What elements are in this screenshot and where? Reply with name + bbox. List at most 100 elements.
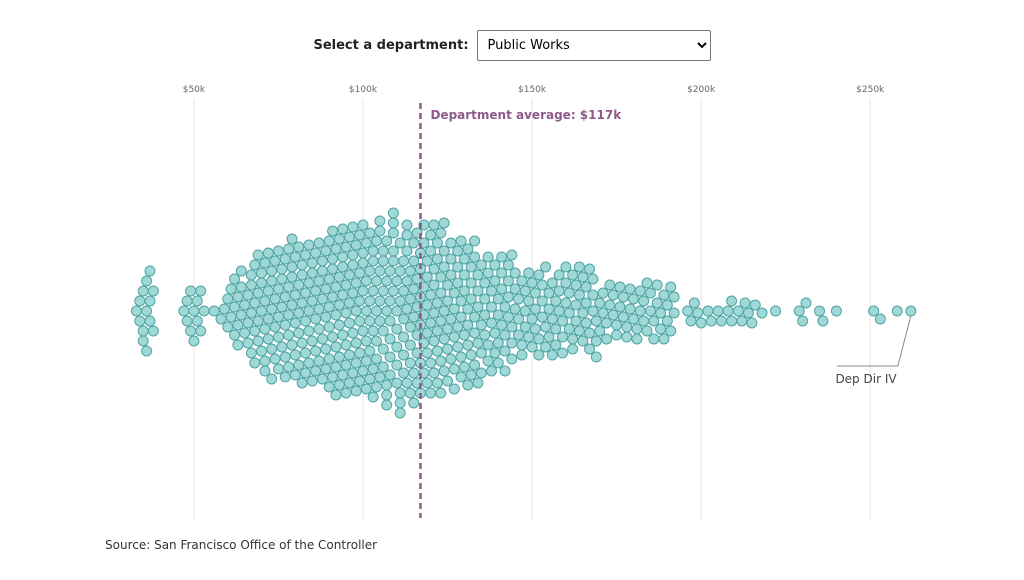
data-point — [249, 297, 261, 309]
data-point — [371, 381, 383, 393]
data-point — [404, 357, 416, 369]
data-point — [367, 255, 379, 267]
data-point — [628, 293, 640, 305]
data-point — [394, 407, 406, 419]
data-point — [641, 277, 653, 289]
data-point — [354, 229, 366, 241]
data-point — [732, 305, 744, 317]
data-point — [198, 305, 210, 317]
data-point — [310, 247, 322, 259]
data-point — [658, 333, 670, 345]
data-point — [242, 317, 254, 329]
data-point — [394, 397, 406, 409]
data-point — [584, 263, 596, 275]
data-point — [222, 321, 234, 333]
data-point — [435, 315, 447, 327]
data-point — [313, 303, 325, 315]
data-point — [357, 257, 369, 269]
data-point — [580, 317, 592, 329]
data-point — [496, 251, 508, 263]
data-point — [557, 331, 569, 343]
data-point — [330, 341, 342, 353]
data-point — [533, 269, 545, 281]
data-point — [296, 269, 308, 281]
data-point — [343, 297, 355, 309]
data-point — [404, 339, 416, 351]
data-point — [262, 285, 274, 297]
data-point — [607, 309, 619, 321]
data-point — [431, 345, 443, 357]
data-point — [445, 269, 457, 281]
data-point — [262, 333, 274, 345]
data-point — [330, 309, 342, 321]
data-point — [134, 315, 146, 327]
data-point — [513, 313, 525, 325]
data-point — [668, 307, 680, 319]
data-point — [377, 325, 389, 337]
data-point — [631, 323, 643, 335]
data-point — [249, 357, 261, 369]
data-point — [563, 287, 575, 299]
data-point — [529, 287, 541, 299]
data-point — [222, 293, 234, 305]
data-point — [485, 285, 497, 297]
data-point — [357, 365, 369, 377]
data-point — [533, 349, 545, 361]
data-point — [327, 331, 339, 343]
data-point — [381, 235, 393, 247]
data-point — [442, 279, 454, 291]
data-point — [502, 259, 514, 271]
data-point — [185, 285, 197, 297]
data-point — [391, 359, 403, 371]
data-point — [320, 343, 332, 355]
data-point — [506, 321, 518, 333]
data-point — [350, 337, 362, 349]
data-point — [540, 321, 552, 333]
data-point — [404, 387, 416, 399]
data-point — [797, 315, 809, 327]
data-point — [377, 343, 389, 355]
data-point — [408, 397, 420, 409]
data-point — [320, 245, 332, 257]
data-point — [401, 219, 413, 231]
data-point — [374, 215, 386, 227]
data-point — [357, 219, 369, 231]
data-point — [492, 309, 504, 321]
data-point — [587, 289, 599, 301]
data-point — [137, 335, 149, 347]
data-point — [648, 333, 660, 345]
data-point — [272, 245, 284, 257]
data-point — [252, 249, 264, 261]
data-point — [442, 295, 454, 307]
data-point — [584, 327, 596, 339]
data-point — [516, 339, 528, 351]
data-point — [594, 325, 606, 337]
data-point — [228, 273, 240, 285]
data-point — [438, 305, 450, 317]
data-point — [130, 305, 142, 317]
data-point — [262, 247, 274, 259]
data-point — [661, 299, 673, 311]
data-point — [354, 347, 366, 359]
data-point — [604, 299, 616, 311]
data-point — [306, 375, 318, 387]
data-point — [144, 315, 156, 327]
data-point — [648, 315, 660, 327]
data-point — [364, 315, 376, 327]
data-point — [431, 297, 443, 309]
data-point — [286, 261, 298, 273]
data-point — [347, 287, 359, 299]
department-select[interactable]: Public Works — [476, 30, 711, 61]
data-point — [340, 241, 352, 253]
data-point — [232, 319, 244, 331]
data-point — [191, 315, 203, 327]
data-point — [293, 241, 305, 253]
data-point — [330, 243, 342, 255]
data-point — [587, 305, 599, 317]
data-point — [404, 293, 416, 305]
data-point — [398, 349, 410, 361]
data-point — [600, 317, 612, 329]
data-point — [519, 321, 531, 333]
data-point — [181, 315, 193, 327]
data-point — [628, 313, 640, 325]
